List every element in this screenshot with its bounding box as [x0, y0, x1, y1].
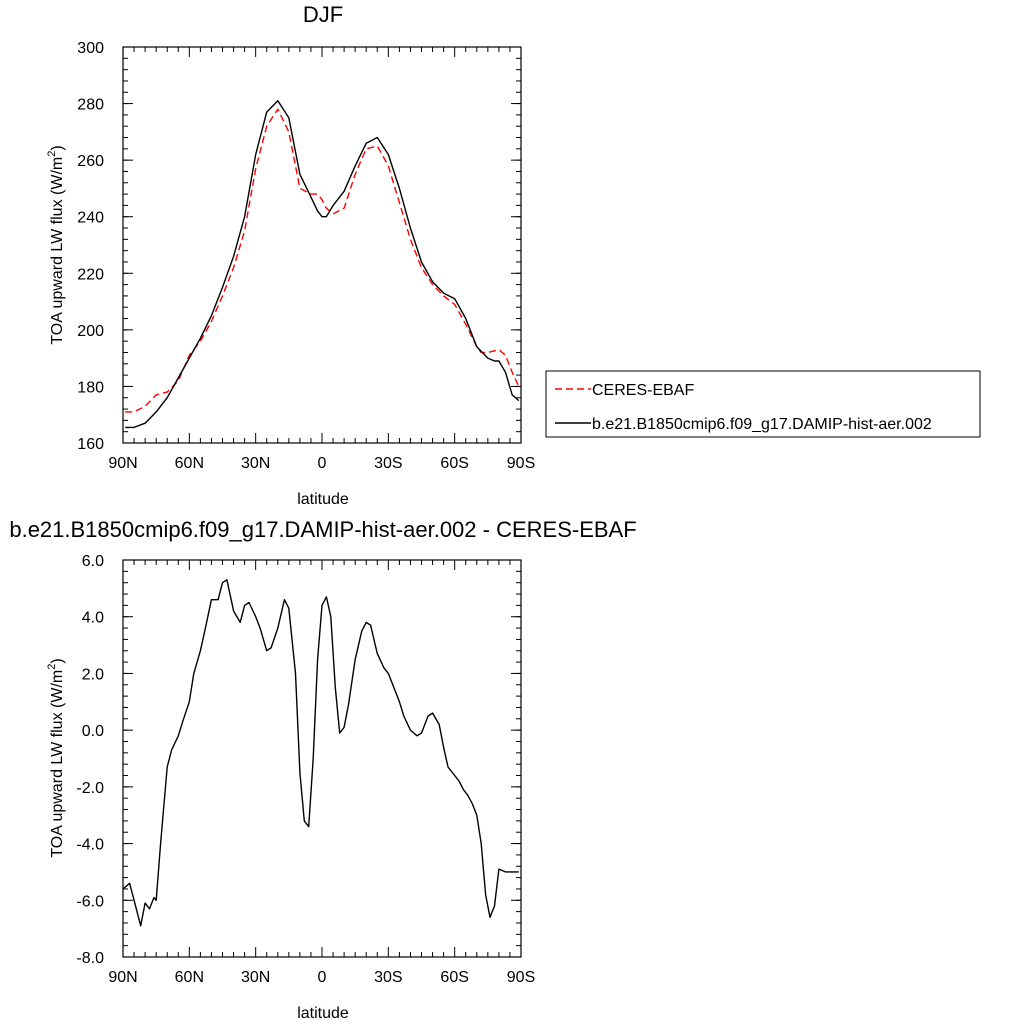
top-chart-y-tick-label: 280 [77, 97, 104, 114]
top-chart-y-tick-label: 240 [77, 210, 104, 227]
bottom-chart-y-tick-label: 6.0 [82, 553, 104, 570]
bottom-chart-x-tick-label: 30N [241, 969, 270, 986]
top-chart-y-tick-label: 260 [77, 153, 104, 170]
top-chart-x-tick-label: 90S [507, 455, 535, 472]
top-chart-x-tick-label: 90N [108, 455, 137, 472]
bottom-chart-x-tick-label: 90S [507, 969, 535, 986]
top-chart-x-tick-label: 30N [241, 455, 270, 472]
top-chart-series-line-1 [125, 99, 520, 429]
bottom-chart-y-tick-label: -4.0 [76, 837, 104, 854]
top-chart-y-tick-label: 200 [77, 323, 104, 340]
bottom-chart-plot-frame [122, 559, 522, 958]
bottom-chart-ylabel: TOA upward LW flux (W/m2) [46, 658, 66, 857]
legend-label-model: b.e21.B1850cmip6.f09_g17.DAMIP-hist-aer.… [592, 416, 932, 433]
top-chart-y-tick-label: 160 [77, 436, 104, 453]
bottom-chart-x-tick-label: 90N [108, 969, 137, 986]
bottom-chart-x-tick-label: 60S [440, 969, 468, 986]
legend: CERES-EBAF b.e21.B1850cmip6.f09_g17.DAMI… [545, 370, 981, 438]
bottom-chart-y-tick-label: 2.0 [82, 666, 104, 683]
bottom-chart-y-tick-label: -6.0 [76, 893, 104, 910]
bottom-chart-y-tick-label: -2.0 [76, 780, 104, 797]
top-chart-ylabel: TOA upward LW flux (W/m2) [46, 145, 66, 344]
top-chart-xlabel: latitude [297, 491, 349, 508]
bottom-chart-x-tick-label: 0 [318, 969, 327, 986]
bottom-chart-x-tick-label: 60N [175, 969, 204, 986]
top-chart: DJF latitude TOA upward LW flux (W/m2) 9… [46, 2, 981, 508]
top-chart-y-tick-label: 220 [77, 266, 104, 283]
bottom-chart: b.e21.B1850cmip6.f09_g17.DAMIP-hist-aer.… [9, 517, 636, 1022]
bottom-chart-xlabel: latitude [297, 1005, 349, 1022]
bottom-chart-y-tick-label: -8.0 [76, 950, 104, 967]
legend-label-ceres: CERES-EBAF [592, 382, 694, 399]
bottom-chart-x-tick-label: 30S [374, 969, 402, 986]
legend-frame [545, 370, 981, 438]
top-chart-title: DJF [303, 2, 343, 27]
bottom-chart-y-tick-label: 4.0 [82, 610, 104, 627]
top-chart-x-tick-label: 30S [374, 455, 402, 472]
top-chart-x-tick-label: 60N [175, 455, 204, 472]
bottom-chart-y-tick-label: 0.0 [82, 723, 104, 740]
top-chart-x-tick-label: 0 [318, 455, 327, 472]
bottom-chart-series-line-0 [122, 579, 519, 927]
top-chart-y-tick-label: 180 [77, 379, 104, 396]
top-chart-y-tick-label: 300 [77, 40, 104, 57]
bottom-chart-title: b.e21.B1850cmip6.f09_g17.DAMIP-hist-aer.… [9, 517, 636, 542]
top-chart-x-tick-label: 60S [440, 455, 468, 472]
top-chart-plot-frame [122, 46, 522, 444]
